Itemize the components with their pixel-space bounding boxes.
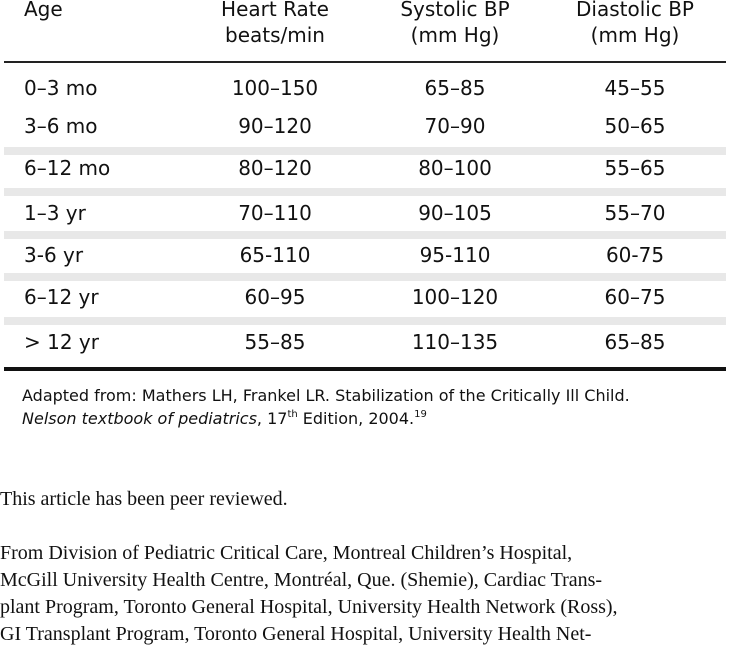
table-row: 3–6 mo 90–120 70–90 50–65 bbox=[4, 109, 726, 143]
reference-number: 19 bbox=[414, 409, 427, 420]
footnote-source-title: Nelson textbook of pediatrics bbox=[22, 409, 257, 428]
heart-rate-cell: 80–120 bbox=[238, 156, 312, 180]
row-separator bbox=[4, 188, 726, 196]
row-separator bbox=[4, 273, 726, 281]
heart-rate-cell: 65-110 bbox=[239, 243, 311, 267]
affiliation-line: GI Transplant Program, Toronto General H… bbox=[0, 623, 592, 645]
diastolic-cell: 55–70 bbox=[604, 201, 666, 225]
diastolic-cell: 55–65 bbox=[604, 156, 666, 180]
row-separator bbox=[4, 231, 726, 239]
affiliation-line: From Division of Pediatric Critical Care… bbox=[0, 542, 573, 564]
table-row: 0–3 mo 100–150 65–85 45–55 bbox=[4, 71, 726, 105]
table-row: > 12 yr 55–85 110–135 65–85 bbox=[4, 325, 726, 359]
diastolic-cell: 60-75 bbox=[605, 243, 665, 267]
age-cell: > 12 yr bbox=[24, 330, 99, 354]
heart-rate-cell: 90–120 bbox=[238, 114, 312, 138]
age-cell: 3–6 mo bbox=[24, 114, 98, 138]
diastolic-cell: 50–65 bbox=[604, 114, 666, 138]
age-cell: 6–12 yr bbox=[24, 285, 99, 309]
age-cell: 3-6 yr bbox=[24, 243, 84, 267]
row-separator bbox=[4, 317, 726, 325]
header-systolic-bp: Systolic BP (mm Hg) bbox=[400, 0, 510, 47]
affiliation-line: plant Program, Toronto General Hospital,… bbox=[0, 596, 618, 618]
age-cell: 0–3 mo bbox=[24, 76, 98, 100]
header-heart-rate: Heart Rate beats/min bbox=[221, 0, 329, 47]
footnote-line-2: Nelson textbook of pediatrics, 17th Edit… bbox=[22, 409, 427, 428]
heart-rate-cell: 70–110 bbox=[238, 201, 312, 225]
diastolic-cell: 65–85 bbox=[604, 330, 666, 354]
affiliation-line: McGill University Health Centre, Montréa… bbox=[0, 569, 603, 591]
row-separator bbox=[4, 147, 726, 155]
header-diastolic-bp: Diastolic BP (mm Hg) bbox=[576, 0, 694, 47]
heart-rate-cell: 60–95 bbox=[244, 285, 306, 309]
table-row: 6–12 mo 80–120 80–100 55–65 bbox=[4, 151, 726, 185]
systolic-cell: 80–100 bbox=[418, 156, 492, 180]
systolic-cell: 100–120 bbox=[411, 285, 499, 309]
age-cell: 1–3 yr bbox=[24, 201, 86, 225]
systolic-cell: 110–135 bbox=[411, 330, 499, 354]
table-top-rule bbox=[4, 61, 726, 63]
header-age: Age bbox=[24, 0, 63, 21]
affiliation-paragraph: From Division of Pediatric Critical Care… bbox=[0, 540, 729, 648]
table-bottom-rule bbox=[4, 367, 726, 371]
diastolic-cell: 45–55 bbox=[604, 76, 666, 100]
age-cell: 6–12 mo bbox=[24, 156, 111, 180]
systolic-cell: 70–90 bbox=[424, 114, 486, 138]
heart-rate-cell: 100–150 bbox=[231, 76, 319, 100]
footnote-line-1: Adapted from: Mathers LH, Frankel LR. St… bbox=[22, 386, 630, 405]
systolic-cell: 95-110 bbox=[419, 243, 491, 267]
table-footnote: Adapted from: Mathers LH, Frankel LR. St… bbox=[22, 384, 630, 430]
table-row: 1–3 yr 70–110 90–105 55–70 bbox=[4, 196, 726, 230]
table-row: 3-6 yr 65-110 95-110 60-75 bbox=[4, 238, 726, 272]
systolic-cell: 90–105 bbox=[418, 201, 492, 225]
systolic-cell: 65–85 bbox=[424, 76, 486, 100]
table-row: 6–12 yr 60–95 100–120 60–75 bbox=[4, 280, 726, 314]
peer-review-note: This article has been peer reviewed. bbox=[0, 488, 288, 510]
heart-rate-cell: 55–85 bbox=[244, 330, 306, 354]
diastolic-cell: 60–75 bbox=[604, 285, 666, 309]
